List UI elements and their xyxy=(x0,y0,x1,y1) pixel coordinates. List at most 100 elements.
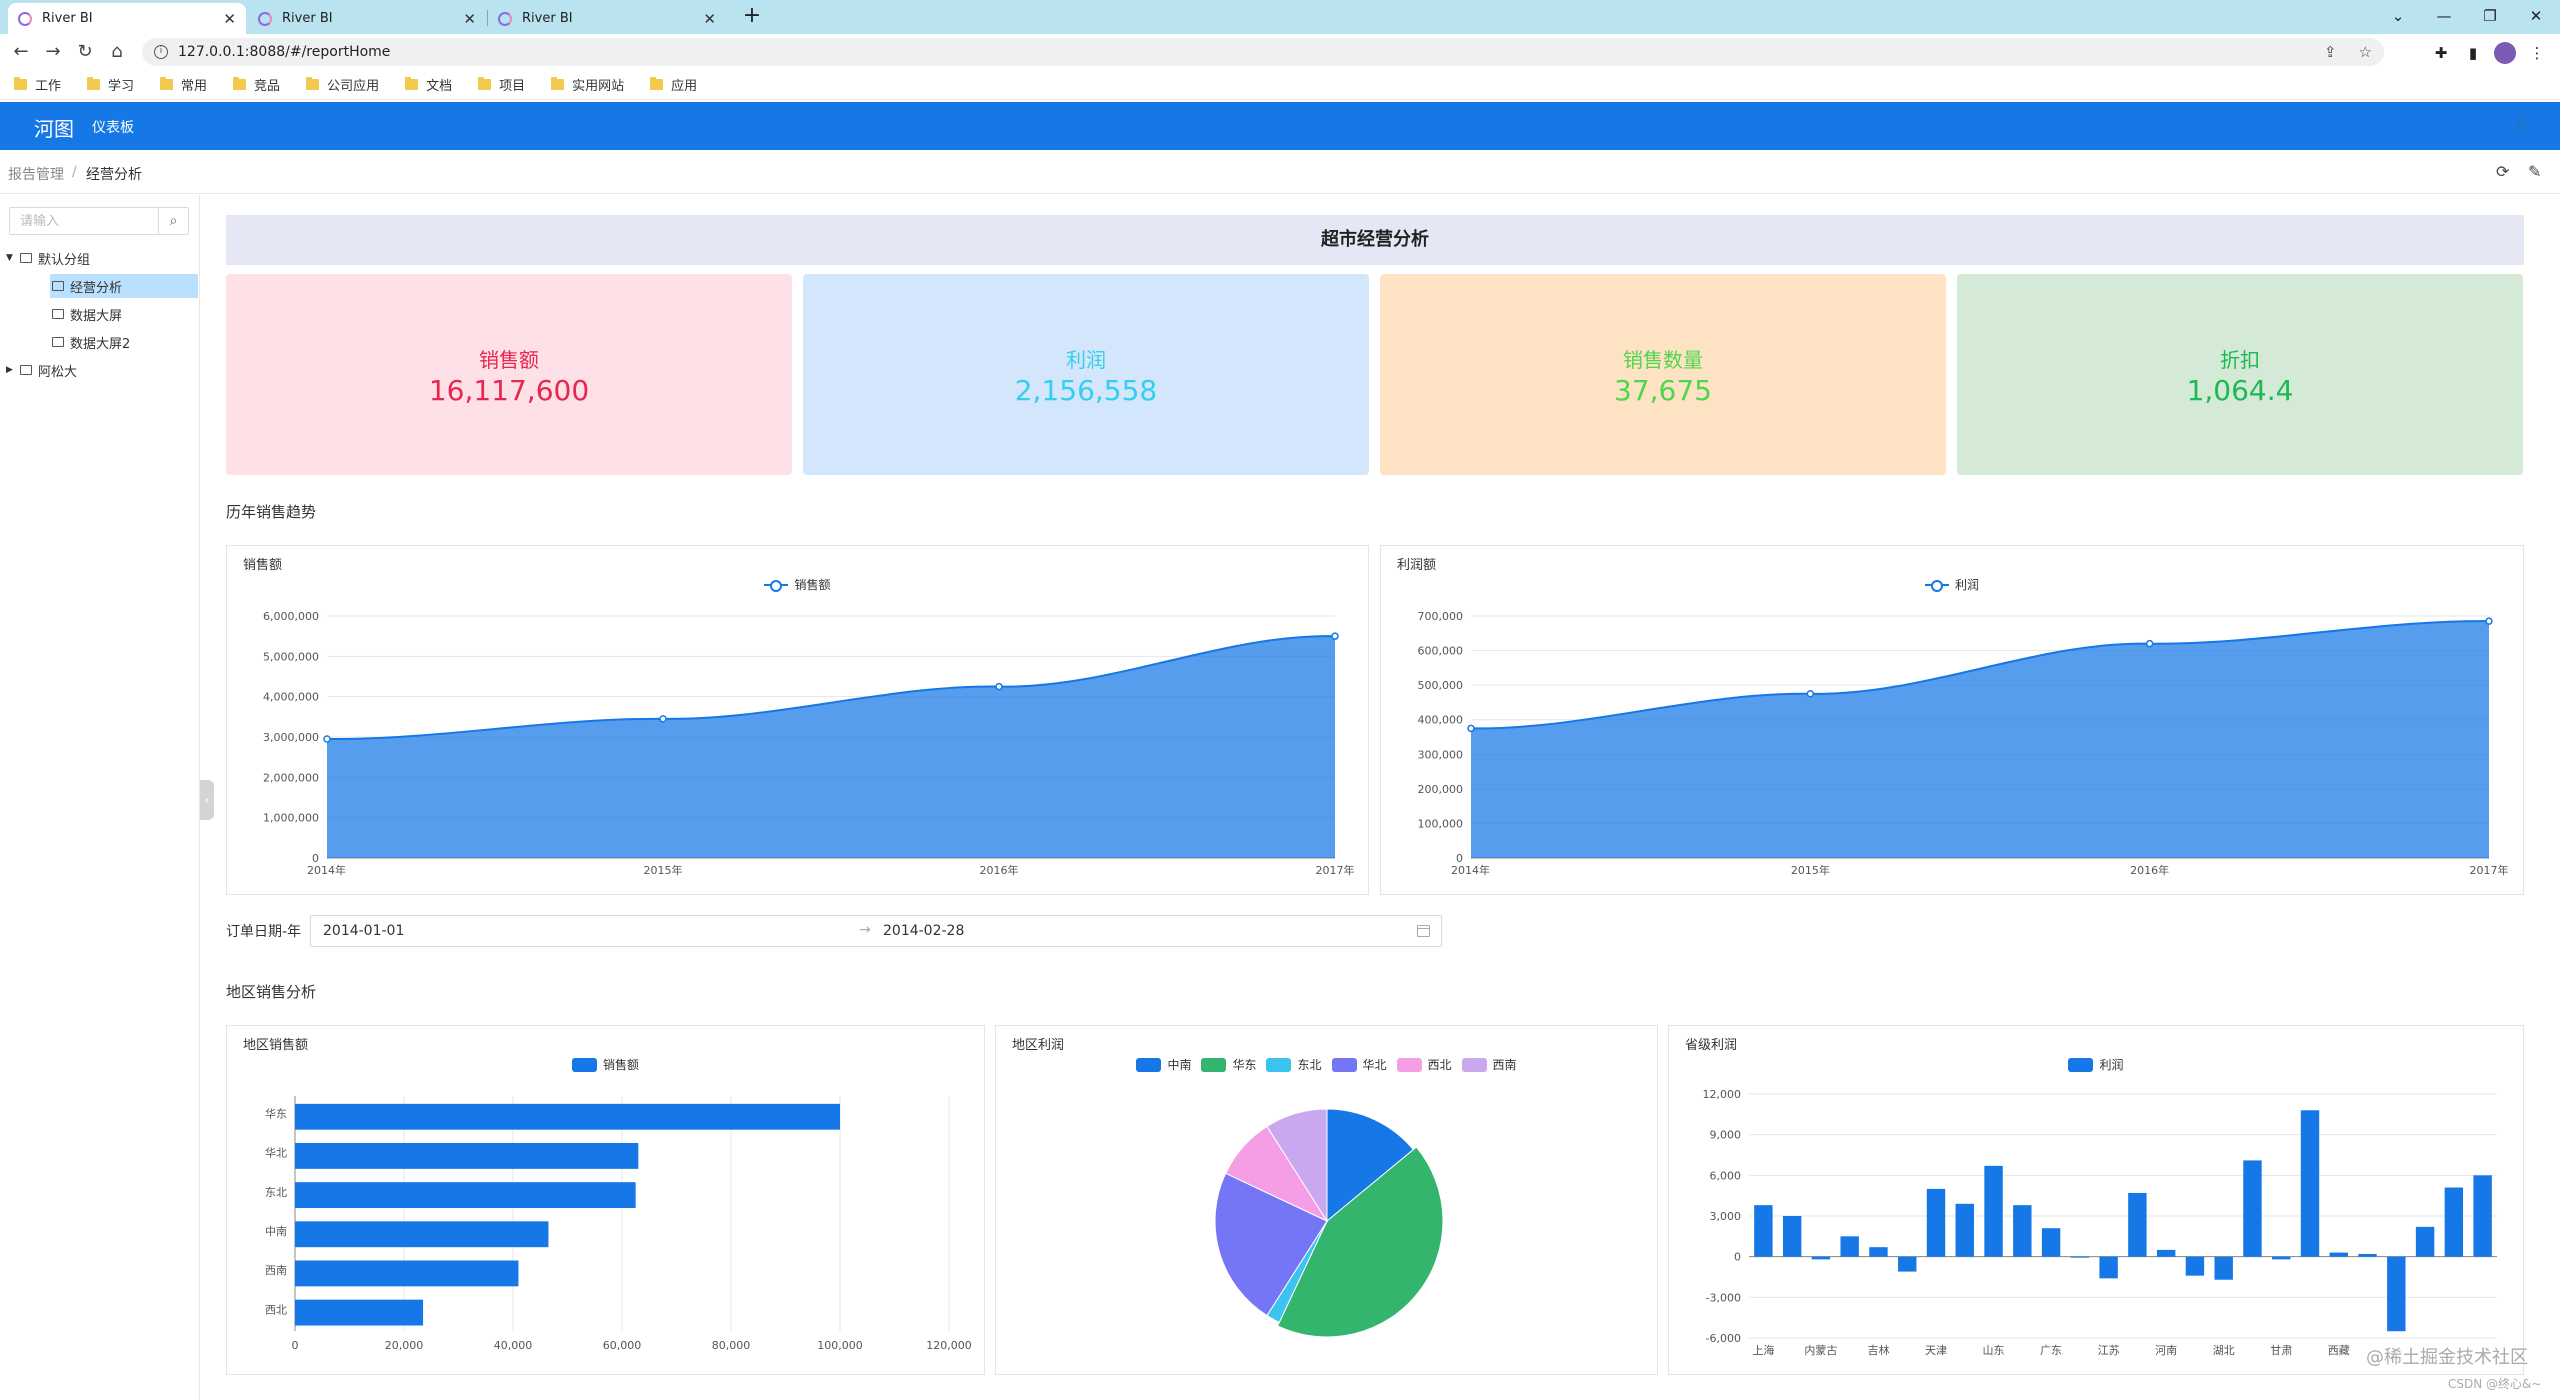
tree-group-asongda[interactable]: ▶ 阿松大 xyxy=(6,358,196,382)
collapse-sidebar-handle[interactable]: ‹ xyxy=(200,780,214,820)
edit-icon[interactable]: ✎ xyxy=(2528,162,2542,181)
tree-item-data-screen-2[interactable]: 数据大屏2 xyxy=(50,330,198,354)
watermark-csdn: CSDN @终心&~ xyxy=(2448,1377,2542,1391)
x-tick-label: 2016年 xyxy=(2130,863,2169,877)
x-tick-label: 2015年 xyxy=(1791,863,1830,877)
window-close-icon[interactable]: ✕ xyxy=(2529,7,2543,25)
chart-legend: 销售额 xyxy=(227,1056,984,1073)
bookmark-folder[interactable]: 文档 xyxy=(405,75,452,94)
bookmark-folder[interactable]: 应用 xyxy=(650,75,697,94)
extensions-puzzle-icon[interactable]: ✚ xyxy=(2434,44,2448,62)
legend-item[interactable]: 西南 xyxy=(1461,1056,1517,1073)
legend-item[interactable]: 华东 xyxy=(1201,1056,1256,1073)
bookmark-folder[interactable]: 学习 xyxy=(87,75,134,94)
new-tab-button[interactable]: + xyxy=(742,3,762,28)
profit-trend-chart: 0 100,000 200,000 300,000 400,000 500,000 600,… xyxy=(1418,610,2509,877)
legend-item[interactable]: 销售额 xyxy=(764,576,831,593)
breadcrumb: 报告管理 / 经营分析 ⟳ ✎ xyxy=(0,150,2560,194)
x-tick-label: 80,000 xyxy=(712,1339,751,1352)
bookmark-folder[interactable]: 工作 xyxy=(14,75,61,94)
pie-slice xyxy=(1276,1146,1444,1338)
back-arrow-icon[interactable]: ← xyxy=(13,41,29,62)
browser-tab-3[interactable]: River BI ✕ xyxy=(488,3,726,34)
browser-tabstrip: River BI ✕ River BI ✕ River BI ✕ + ⌄ — ❐… xyxy=(0,0,2560,34)
refresh-icon[interactable]: ⟳ xyxy=(2496,162,2510,181)
breadcrumb-parent[interactable]: 报告管理 xyxy=(8,167,64,183)
legend-swatch xyxy=(1266,1057,1292,1072)
legend-item[interactable]: 中南 xyxy=(1136,1056,1191,1073)
kpi-card-discount: 折扣 1,064.4 xyxy=(1957,274,2523,475)
folder-icon xyxy=(478,77,492,90)
bookmark-folder[interactable]: 常用 xyxy=(160,75,207,94)
legend-item[interactable]: 华北 xyxy=(1331,1056,1387,1073)
date-start-input[interactable]: 2014-01-01 xyxy=(323,923,405,939)
bookmark-label: 常用 xyxy=(181,79,208,94)
reload-icon[interactable]: ↻ xyxy=(77,41,93,62)
y-tick-label: 3,000,000 xyxy=(263,731,319,744)
date-range-picker[interactable]: 2014-01-01 → 2014-02-28 xyxy=(310,915,1442,947)
address-bar[interactable]: i 127.0.0.1:8088/#/reportHome ⇪ ☆ xyxy=(142,38,2384,66)
minimize-icon[interactable]: — xyxy=(2436,7,2452,25)
browser-menu-icon[interactable]: ⋮ xyxy=(2529,44,2545,62)
tree-group-default[interactable]: ▼ 默认分组 xyxy=(6,246,196,270)
search-icon[interactable]: ⌕ xyxy=(158,208,188,234)
legend-item[interactable]: 利润 xyxy=(2068,1056,2124,1073)
bar xyxy=(2387,1256,2406,1332)
y-tick-label: 6,000,000 xyxy=(263,610,319,623)
y-tick-label: 300,000 xyxy=(1418,748,1464,761)
bookmark-folder[interactable]: 项目 xyxy=(478,75,525,94)
calendar-icon[interactable] xyxy=(1417,925,1430,937)
bar xyxy=(1840,1236,1859,1257)
x-tick-label: 2014年 xyxy=(307,863,346,877)
bookmark-folder[interactable]: 公司应用 xyxy=(306,75,379,94)
app-favicon-icon xyxy=(258,11,272,26)
y-tick-label: 500,000 xyxy=(1418,679,1464,692)
restore-icon[interactable]: ❐ xyxy=(2483,7,2497,25)
bar xyxy=(1984,1165,2003,1257)
tree-item-business-analysis[interactable]: 经营分析 xyxy=(50,274,198,298)
legend-item[interactable]: 东北 xyxy=(1266,1056,1322,1073)
legend-swatch xyxy=(1396,1057,1422,1072)
bar xyxy=(2041,1228,2061,1257)
area-fill xyxy=(327,636,1335,858)
caret-right-icon[interactable]: ▶ xyxy=(6,365,13,375)
dashboard-icon xyxy=(52,337,64,347)
date-end-input[interactable]: 2014-02-28 xyxy=(883,923,965,939)
close-icon[interactable]: ✕ xyxy=(703,9,716,28)
legend-label: 利润 xyxy=(1954,578,1979,592)
x-tick-label: 山东 xyxy=(1983,1344,2005,1357)
side-panel-icon[interactable]: ▮ xyxy=(2468,44,2478,62)
bar xyxy=(2329,1252,2348,1257)
browser-tab-2[interactable]: River BI ✕ xyxy=(248,3,486,34)
forward-arrow-icon[interactable]: → xyxy=(45,41,61,62)
profile-avatar[interactable] xyxy=(2494,42,2516,64)
caret-down-icon[interactable]: ▼ xyxy=(6,253,13,263)
bookmark-folder[interactable]: 实用网站 xyxy=(551,75,624,94)
close-icon[interactable]: ✕ xyxy=(223,9,236,28)
x-tick-label: 2017年 xyxy=(2470,863,2509,877)
folder-icon xyxy=(87,77,101,90)
bookmark-star-icon[interactable]: ☆ xyxy=(2358,43,2372,61)
legend-item[interactable]: 利润 xyxy=(1924,576,1979,593)
url-text[interactable]: 127.0.0.1:8088/#/reportHome xyxy=(178,44,391,60)
tree-item-data-screen[interactable]: 数据大屏 xyxy=(50,302,198,326)
section-title-trend: 历年销售趋势 xyxy=(226,503,317,521)
pie-slice xyxy=(1266,1108,1328,1223)
legend-item[interactable]: 西北 xyxy=(1396,1056,1452,1073)
search-input[interactable] xyxy=(10,208,158,234)
app-logo[interactable]: 河图 xyxy=(34,117,74,141)
y-tick-label: 9,000 xyxy=(1710,1129,1742,1142)
share-icon[interactable]: ⇪ xyxy=(2323,43,2337,61)
nav-dashboard[interactable]: 仪表板 xyxy=(92,120,134,136)
home-icon[interactable]: ⌂ xyxy=(111,41,123,62)
x-tick-label: 2014年 xyxy=(1451,863,1490,877)
tab-search-chevron-icon[interactable]: ⌄ xyxy=(2391,7,2405,25)
bookmark-folder[interactable]: 竞品 xyxy=(233,75,280,94)
series-line xyxy=(326,635,1336,741)
browser-tab-1[interactable]: River BI ✕ xyxy=(8,3,246,34)
site-info-icon[interactable]: i xyxy=(154,45,168,59)
close-icon[interactable]: ✕ xyxy=(463,9,476,28)
legend-item[interactable]: 销售额 xyxy=(571,1056,639,1073)
user-icon[interactable]: 👤 xyxy=(2512,116,2532,135)
data-point xyxy=(1806,690,1815,698)
